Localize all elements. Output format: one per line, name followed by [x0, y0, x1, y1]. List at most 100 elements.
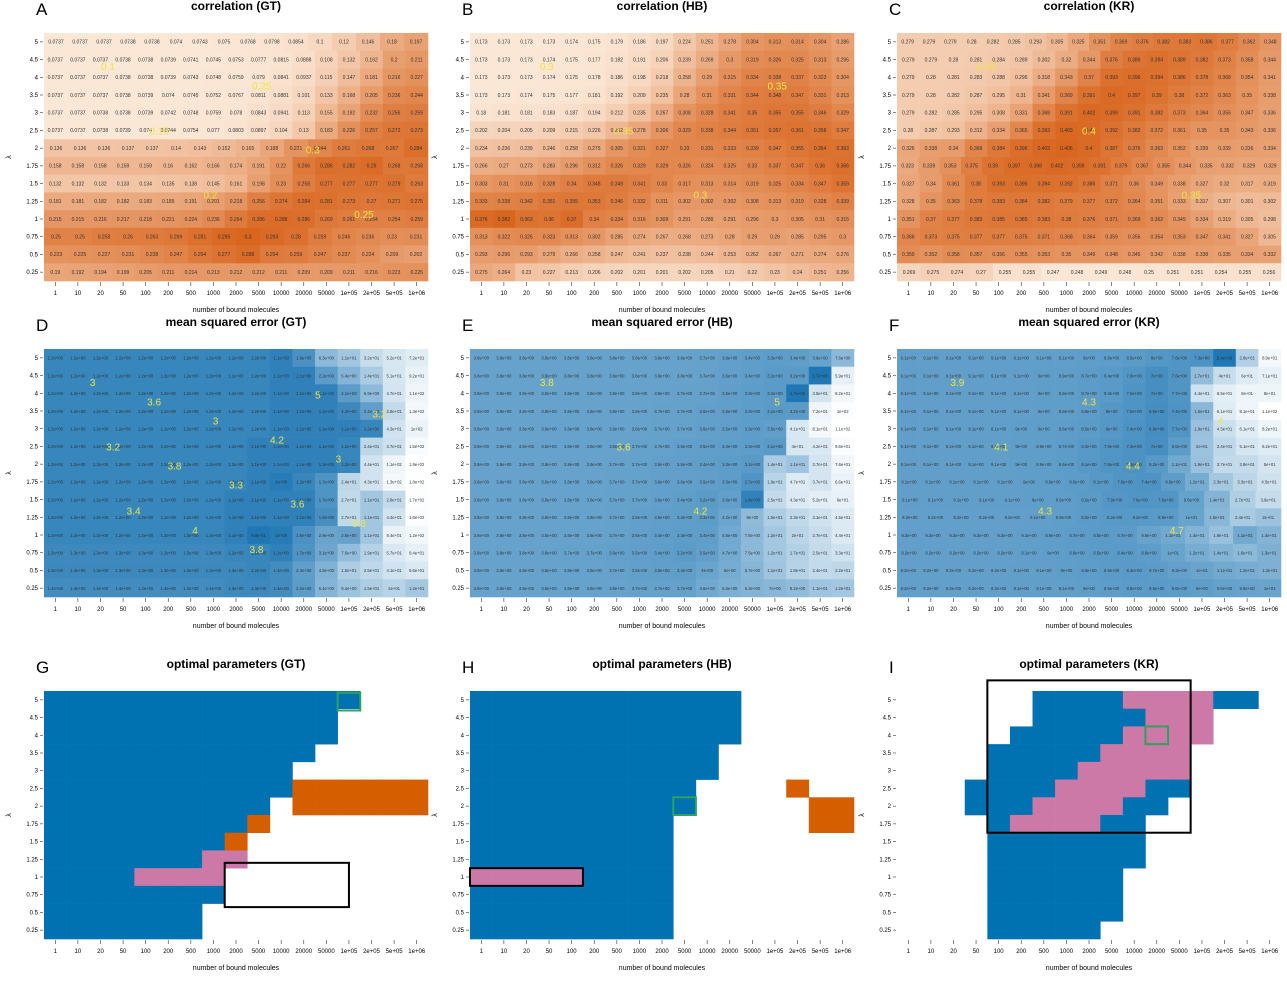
contour-label: 4.7 — [1170, 526, 1184, 537]
parameter-cell — [1055, 850, 1079, 869]
cell-value-label: 9.1e+00 — [968, 427, 984, 432]
cell-value-label: 0.363 — [520, 217, 533, 223]
heatmap-cell — [470, 245, 493, 264]
heatmap-cell — [224, 455, 248, 474]
cell-value-label: 0.239 — [520, 146, 533, 152]
cell-value-label: 1.2e+00 — [251, 427, 267, 432]
heatmap-cell — [111, 174, 135, 193]
y-tick-label: 4.5 — [883, 716, 892, 722]
cell-value-label: 0.177 — [588, 57, 601, 63]
heatmap-cell — [337, 455, 361, 474]
cell-value-label: 1.2e+00 — [228, 427, 244, 432]
heatmap-cell — [44, 139, 69, 158]
heatmap-cell — [337, 384, 361, 403]
heatmap-cell — [1122, 174, 1146, 193]
heatmap-cell — [66, 490, 90, 509]
x-tick-label: 5e+05 — [812, 291, 830, 297]
heatmap-cell — [741, 68, 764, 87]
heatmap-cell — [1055, 174, 1079, 193]
cell-value-label: 3.8e+00 — [519, 533, 535, 538]
heatmap-cell — [741, 121, 764, 140]
cell-value-label: 1.4e+00 — [161, 586, 177, 591]
cell-value-label: 0.348 — [1105, 252, 1118, 258]
cell-value-label: 1.2e+00 — [138, 373, 154, 378]
cell-value-label: 0.353 — [1038, 252, 1051, 258]
heatmap-cell — [360, 419, 384, 438]
cell-value-label: 1.1e+00 — [296, 373, 312, 378]
cell-value-label: 0.326 — [769, 57, 782, 63]
y-tick-label: 0.5 — [883, 910, 892, 916]
heatmap-cell — [1235, 192, 1259, 211]
heatmap-cell — [942, 121, 966, 140]
cell-value-label: 0.257 — [365, 128, 378, 134]
heatmap-cell — [650, 263, 674, 282]
x-tick-label: 200 — [589, 607, 600, 613]
y-tick-label: 4 — [461, 391, 465, 397]
heatmap-cell — [380, 245, 405, 264]
cell-value-label: 8.9e+01 — [1262, 356, 1278, 361]
contour-label: 4 — [192, 526, 198, 537]
parameter-cell — [628, 921, 652, 940]
cell-value-label: 7e+00 — [1151, 391, 1163, 396]
heatmap-cell — [987, 86, 1011, 105]
cell-value-label: 0.191 — [252, 164, 265, 170]
heatmap-cell — [1032, 174, 1056, 193]
cell-value-label: 0.343 — [1060, 75, 1073, 81]
heatmap-cell — [1055, 86, 1079, 105]
contour-label: 3.8 — [540, 378, 554, 389]
cell-value-label: 0.274 — [275, 199, 288, 205]
cell-value-label: 8.9e+00 — [1056, 515, 1072, 520]
parameter-cell — [515, 708, 539, 727]
cell-value-label: 0.262 — [746, 252, 759, 258]
heatmap-cell — [66, 174, 90, 193]
cell-value-label: 9e+00 — [1038, 409, 1050, 414]
cell-value-label: 0.132 — [94, 181, 107, 187]
cell-value-label: 0.358 — [814, 128, 827, 134]
cell-value-label: 9.6e+01 — [835, 444, 851, 449]
heatmap-cell — [382, 490, 406, 509]
cell-value-label: 0.34 — [589, 217, 599, 223]
parameter-cell — [1009, 868, 1033, 887]
cell-value-label: 3.8e+00 — [541, 391, 557, 396]
cell-value-label: 8.9e+00 — [1036, 462, 1052, 467]
heatmap-cell — [1258, 139, 1282, 158]
y-tick-label: 2 — [461, 804, 465, 810]
cell-value-label: 0.336 — [1263, 128, 1276, 134]
heatmap-cell — [605, 245, 629, 264]
cell-value-label: 0.205 — [701, 270, 714, 276]
cell-value-label: 0.396 — [1015, 146, 1028, 152]
cell-value-label: 0.326 — [611, 164, 624, 170]
x-tick-label: 1 — [907, 607, 911, 613]
cell-value-label: 1.2e+01 — [409, 586, 425, 591]
cell-value-label: 1.2e+00 — [161, 515, 177, 520]
cell-value-label: 9.1e+00 — [991, 373, 1007, 378]
cell-value-label: 9.1e+00 — [1014, 409, 1030, 414]
cell-value-label: 0.159 — [117, 164, 130, 170]
cell-value-label: 0.0798 — [264, 40, 280, 46]
heatmap-cell — [964, 50, 988, 69]
cell-value-label: 3.8e+00 — [474, 356, 490, 361]
cell-value-label: 3.8e+00 — [474, 462, 490, 467]
x-tick-label: 500 — [1039, 291, 1050, 297]
parameter-cell — [1032, 797, 1056, 816]
cell-value-label: 9.1e+00 — [923, 356, 939, 361]
cell-value-label: 0.275 — [475, 270, 488, 276]
parameter-cell — [1168, 761, 1191, 780]
cell-value-label: 7.5e+00 — [745, 533, 761, 538]
cell-value-label: 0.339 — [923, 164, 936, 170]
cell-value-label: 9.2e+00 — [925, 551, 941, 556]
parameter-cell — [66, 744, 90, 763]
cell-value-label: 1.3e+00 — [70, 551, 86, 556]
parameter-cell — [537, 761, 561, 780]
heatmap-cell — [337, 437, 361, 456]
cell-value-label: 0.205 — [520, 128, 533, 134]
cell-value-label: 0.391 — [1093, 164, 1106, 170]
panel-letter: D — [36, 316, 48, 335]
y-tick-label: 1.75 — [879, 480, 891, 486]
cell-value-label: 1.1e+00 — [228, 497, 244, 502]
cell-value-label: 9.4e+01 — [386, 533, 402, 538]
cell-value-label: 9.1e+00 — [997, 480, 1013, 485]
cell-value-label: 6.1e+01 — [1239, 427, 1255, 432]
contour-label: 4.1 — [994, 442, 1008, 453]
cell-value-label: 1.4e+00 — [274, 586, 290, 591]
